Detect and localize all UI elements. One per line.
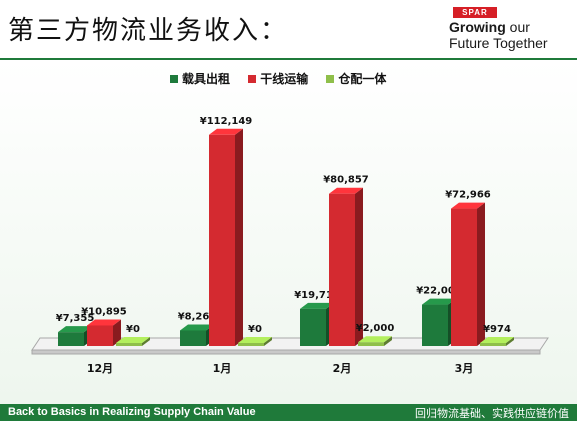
bar-side-2-1 [264, 337, 272, 346]
bar-0-0 [58, 332, 84, 346]
page-title: 第三方物流业务收入： [8, 16, 289, 46]
bar-top-0-0 [58, 326, 92, 333]
data-label-1-0: ¥10,895 [81, 306, 127, 317]
bar-side-2-3 [506, 337, 514, 346]
legend-label-warehouse: 仓配一体 [338, 72, 387, 86]
data-label-0-2: ¥19,710 [294, 290, 340, 301]
data-label-1-3: ¥72,966 [445, 190, 491, 201]
legend-swatch-trunk [248, 75, 257, 83]
bar-side-2-0 [142, 337, 150, 346]
bar-top-0-1 [180, 324, 214, 331]
data-label-0-0: ¥7,355 [56, 313, 95, 324]
footer-left-text: Back to Basics in Realizing Supply Chain… [8, 406, 256, 418]
bar-side-1-0 [113, 319, 121, 346]
category-label-2: 2月 [333, 362, 352, 375]
legend-item-warehouse: 仓配一体 [326, 70, 386, 87]
brand-tagline-rest: our [505, 19, 530, 35]
bar-top-1-0 [87, 319, 121, 326]
legend-item-rental: 载具出租 [170, 70, 230, 87]
legend-label-trunk: 干线运输 [260, 72, 309, 86]
data-label-2-3: ¥974 [483, 324, 511, 335]
category-label-3: 3月 [455, 362, 474, 375]
bar-0-1 [180, 330, 206, 346]
slide-header: 第三方物流业务收入： SPAR Growing our Future Toget… [0, 0, 577, 58]
legend-swatch-warehouse [326, 75, 335, 83]
bar-0-2 [300, 308, 326, 346]
bar-top-2-2 [358, 336, 392, 343]
bar-side-1-1 [235, 128, 243, 346]
legend-swatch-rental [170, 75, 178, 83]
bar-top-1-1 [209, 128, 243, 135]
bar-1-1 [209, 134, 235, 346]
bar-side-1-3 [477, 202, 485, 346]
bar-top-0-2 [300, 302, 334, 309]
bar-1-0 [87, 325, 113, 346]
bar-2-2 [358, 342, 384, 346]
data-label-2-2: ¥2,000 [356, 323, 395, 334]
brand-tagline-bold: Growing [449, 19, 506, 35]
legend-label-rental: 载具出租 [182, 72, 231, 86]
brand-block: SPAR Growing our Future Together [433, 4, 573, 54]
chart-floor-edge [31, 349, 541, 355]
brand-tagline-line2: Future Together [449, 35, 548, 51]
bar-top-2-1 [238, 337, 272, 343]
legend-item-trunk: 干线运输 [248, 70, 308, 87]
bar-0-3 [422, 304, 448, 346]
bar-side-1-2 [355, 187, 363, 346]
data-label-0-1: ¥8,261 [178, 311, 217, 322]
bar-top-1-2 [329, 187, 363, 194]
bar-1-3 [451, 208, 477, 346]
data-label-1-1: ¥112,149 [200, 116, 253, 127]
bar-2-3 [480, 343, 506, 346]
data-label-1-2: ¥80,857 [323, 175, 369, 186]
data-label-2-1: ¥0 [248, 324, 262, 335]
bar-top-0-3 [422, 298, 456, 305]
bar-1-2 [329, 193, 355, 346]
footer-right-text: 回归物流基础、实践供应链价值 [415, 407, 569, 420]
chart-legend: 载具出租 干线运输 仓配一体 [170, 70, 400, 86]
bar-top-1-3 [451, 202, 485, 209]
slide-footer: Back to Basics in Realizing Supply Chain… [0, 404, 577, 421]
spar-logo: SPAR [453, 7, 497, 18]
bar-side-2-2 [384, 336, 392, 346]
bar-top-2-0 [116, 337, 150, 343]
bar-chart: ¥7,355 ¥8,261 ¥19,710 ¥22,002 ¥10,895 ¥112,14… [31, 116, 549, 375]
data-label-2-0: ¥0 [126, 324, 140, 335]
category-label-0: 12月 [87, 362, 113, 375]
header-divider [0, 58, 577, 60]
brand-tagline-line1: Growing our [449, 19, 530, 35]
data-label-0-3: ¥22,002 [416, 286, 462, 297]
category-label-1: 1月 [213, 362, 232, 375]
bar-top-2-3 [480, 337, 514, 343]
bar-2-1 [238, 343, 264, 346]
bar-2-0 [116, 343, 142, 346]
